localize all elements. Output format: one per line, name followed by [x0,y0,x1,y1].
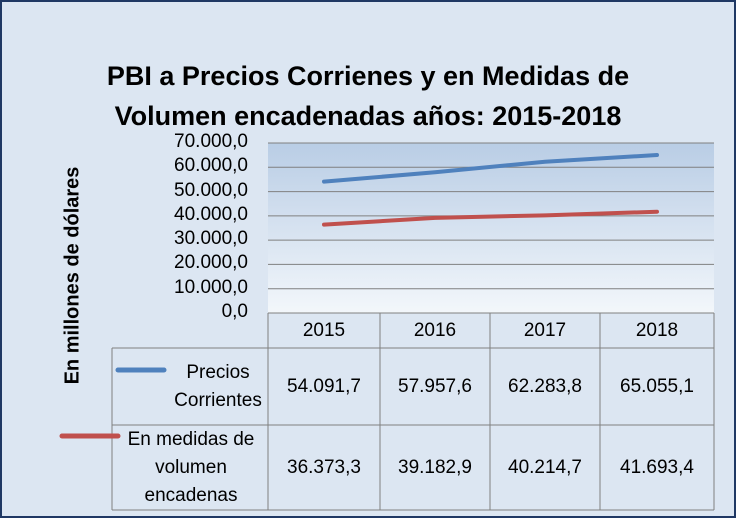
data-label: 62.283,8 [508,375,582,397]
data-label: 54.091,7 [287,375,361,397]
legend-label: En medidas de volumen encadenas [127,428,255,506]
data-label: 41.693,4 [620,456,694,478]
chart-title: PBI a Precios Corrienes y en Medidas de … [106,61,630,131]
data-label: 40.214,7 [508,456,582,478]
y-tick-label: 30.000,0 [174,228,248,250]
y-axis-label: En millones de dólares [61,166,84,385]
x-tick-label: 2017 [523,319,567,341]
y-tick-label: 10.000,0 [174,276,248,298]
series-line [322,153,659,184]
y-tick-label: 70.000,0 [174,131,248,152]
data-label: 57.957,6 [398,375,472,397]
legend-label: Precios Corrientes [174,361,262,411]
x-tick-label: 2018 [635,319,679,341]
y-tick-label: 0,0 [221,301,248,322]
y-tick-label: 50.000,0 [174,179,248,201]
y-tick-label: 40.000,0 [174,203,248,225]
data-label: 65.055,1 [620,375,694,397]
plot-area [268,143,714,313]
data-label: 39.182,9 [398,456,472,478]
data-label: 36.373,3 [287,456,361,478]
x-tick-label: 2015 [302,319,346,341]
series-line [322,209,659,227]
y-tick-label: 60.000,0 [174,155,248,177]
x-tick-label: 2016 [413,319,457,341]
y-tick-label: 20.000,0 [174,252,248,274]
